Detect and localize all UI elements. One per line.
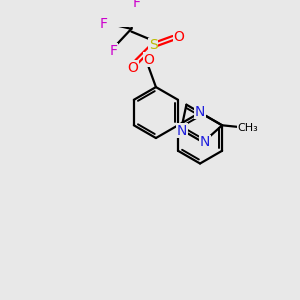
Text: N: N xyxy=(200,135,210,149)
Text: O: O xyxy=(128,61,139,75)
Text: O: O xyxy=(143,53,154,67)
Text: N: N xyxy=(195,105,205,118)
Text: F: F xyxy=(133,0,141,11)
Text: F: F xyxy=(100,17,108,31)
Text: S: S xyxy=(149,38,158,52)
Text: O: O xyxy=(173,30,184,44)
Text: CH₃: CH₃ xyxy=(237,122,258,133)
Text: F: F xyxy=(109,44,117,58)
Text: N: N xyxy=(177,124,187,137)
